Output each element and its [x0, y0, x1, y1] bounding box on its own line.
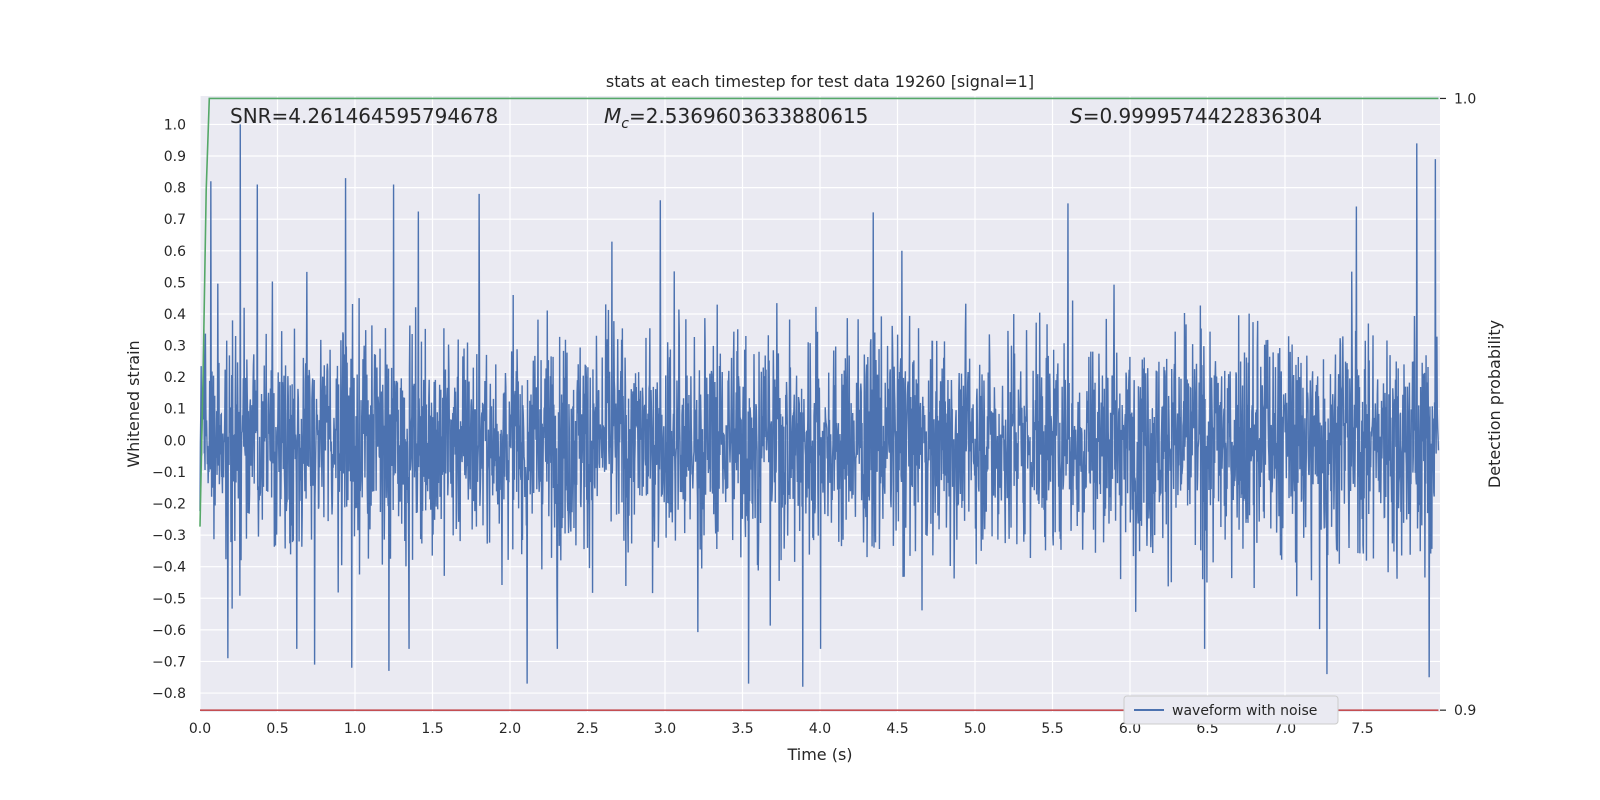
series-line-detection-probability	[199, 97, 1439, 527]
y-tick-label: 0.5	[164, 275, 186, 291]
x-tick-label: 3.0	[654, 721, 676, 737]
y-tick-label: −0.7	[152, 654, 186, 670]
legend: waveform with noise	[1123, 695, 1339, 725]
y-tick-label: 0.6	[164, 244, 186, 260]
y-right-axis-label: Detection probability	[1485, 320, 1504, 488]
y-tick-label: −0.1	[152, 465, 186, 481]
x-tick-labels: 0.0 0.5 1.0 1.5 2.0 2.5 3.0 3.5 4.0 4.5 5.0 5.5 6.0 6…	[189, 721, 1374, 737]
y-right-tick-label: 0.9	[1454, 703, 1476, 719]
chart-title: stats at each timestep for test data 192…	[606, 72, 1034, 91]
y-tick-label: 0.4	[164, 307, 186, 323]
annotation-chirp-mass: Mc=2.5369603633880615	[604, 104, 868, 132]
y-tick-labels: 1.0 0.9 0.8 0.7 0.6 0.5 0.4 0.3 0.2 0.1 0.0 −0.1 −0.…	[152, 117, 186, 702]
annotation-snr: SNR=4.261464595794678	[230, 104, 498, 128]
x-tick-label: 7.0	[1274, 721, 1296, 737]
y-tick-label: 0.9	[164, 149, 186, 165]
x-tick-label: 6.0	[1119, 721, 1141, 737]
y-tick-label: −0.4	[152, 560, 186, 576]
y-tick-label: −0.2	[152, 497, 186, 513]
y-tick-label: 0.1	[164, 402, 186, 418]
y-tick-label: −0.6	[152, 623, 186, 639]
annotation-score: S=0.9999574422836304	[1070, 104, 1322, 128]
x-tick-label: 4.0	[809, 721, 831, 737]
y-tick-label: 0.3	[164, 339, 186, 355]
y-tick-label: 0.7	[164, 212, 186, 228]
x-tick-label: 7.5	[1351, 721, 1373, 737]
x-tick-label: 0.5	[266, 721, 288, 737]
legend-box	[1123, 695, 1339, 725]
y-right-tick-label: 1.0	[1454, 91, 1476, 107]
x-tick-label: 0.0	[189, 721, 211, 737]
x-tick-label: 5.5	[1041, 721, 1063, 737]
x-axis-label: Time (s)	[786, 745, 852, 764]
x-tick-label: 3.5	[731, 721, 753, 737]
y-tick-label: −0.8	[152, 686, 186, 702]
y-tick-label: −0.3	[152, 528, 186, 544]
y-axis-label: Whitened strain	[124, 340, 143, 467]
y-tick-label: 0.0	[164, 433, 186, 449]
x-tick-label: 4.5	[886, 721, 908, 737]
x-tick-label: 2.0	[499, 721, 521, 737]
y-tick-label: −0.5	[152, 591, 186, 607]
series-line-waveform-with-noise	[199, 124, 1440, 687]
y-tick-label: 1.0	[164, 117, 186, 133]
y-tick-label: 0.2	[164, 370, 186, 386]
legend-label-waveform: waveform with noise	[1172, 703, 1317, 719]
series-waveform-with-noise	[199, 124, 1440, 687]
x-tick-label: 5.0	[964, 721, 986, 737]
y-right-tick-labels: 1.0 0.9	[1440, 91, 1476, 719]
x-tick-label: 2.5	[576, 721, 598, 737]
x-tick-label: 1.5	[421, 721, 443, 737]
y-tick-label: 0.8	[164, 181, 186, 197]
x-tick-label: 1.0	[344, 721, 366, 737]
x-tick-label: 6.5	[1196, 721, 1218, 737]
